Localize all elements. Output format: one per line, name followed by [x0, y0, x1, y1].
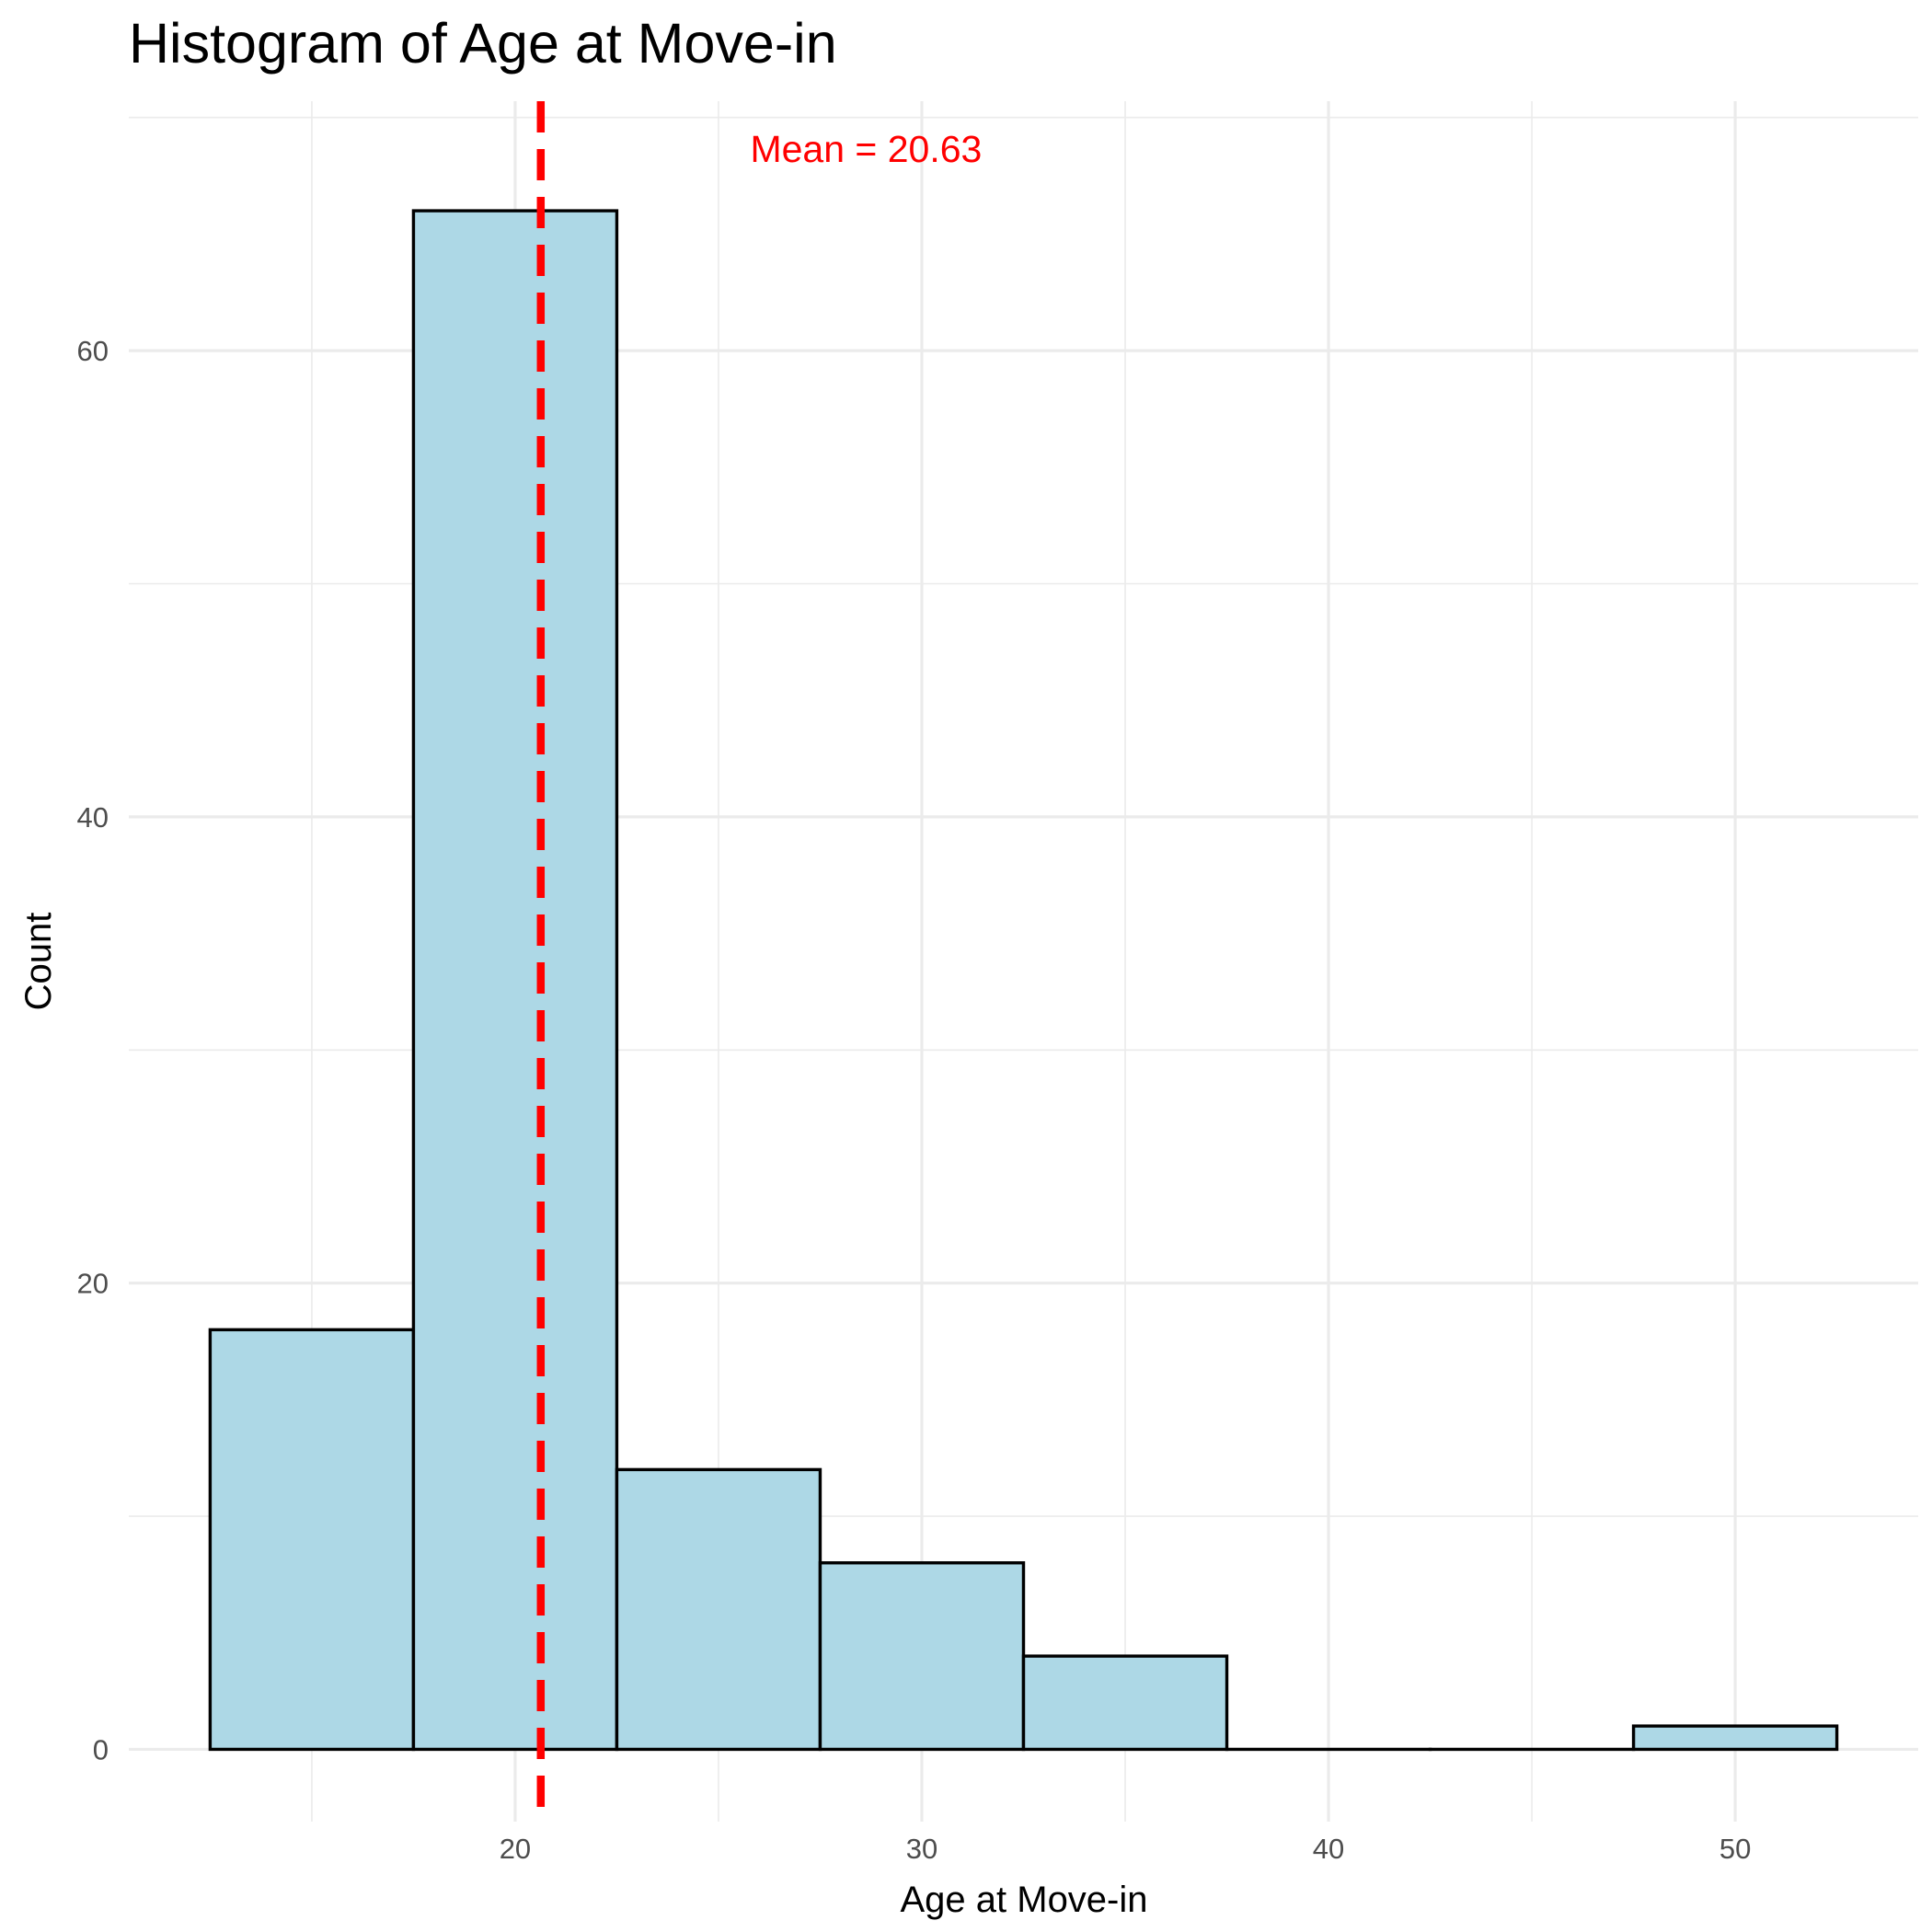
tick-labels: 20 30 40 50 0 20 40 60 — [77, 335, 1752, 1865]
histogram-bar — [1631, 1724, 1839, 1752]
histogram-bars — [208, 209, 1839, 1752]
mean-label: Mean = 20.63 — [750, 128, 982, 170]
y-axis-title: Count — [18, 913, 59, 1011]
y-tick-label: 0 — [93, 1733, 109, 1765]
x-tick-label: 30 — [906, 1833, 937, 1865]
y-tick-label: 60 — [77, 335, 109, 367]
histogram-bar — [411, 209, 619, 1752]
y-tick-label: 20 — [77, 1268, 109, 1300]
x-tick-label: 50 — [1719, 1833, 1751, 1865]
histogram-bar — [1021, 1654, 1229, 1752]
x-tick-label: 40 — [1313, 1833, 1344, 1865]
x-tick-label: 20 — [500, 1833, 531, 1865]
mean-marker: Mean = 20.63 — [536, 101, 982, 1822]
histogram-bar — [818, 1561, 1026, 1752]
histogram-bar — [208, 1328, 416, 1752]
y-tick-label: 40 — [77, 801, 109, 834]
x-axis-title: Age at Move-in — [900, 1880, 1147, 1920]
histogram-bar — [615, 1467, 822, 1752]
chart-title: Histogram of Age at Move-in — [129, 12, 837, 75]
